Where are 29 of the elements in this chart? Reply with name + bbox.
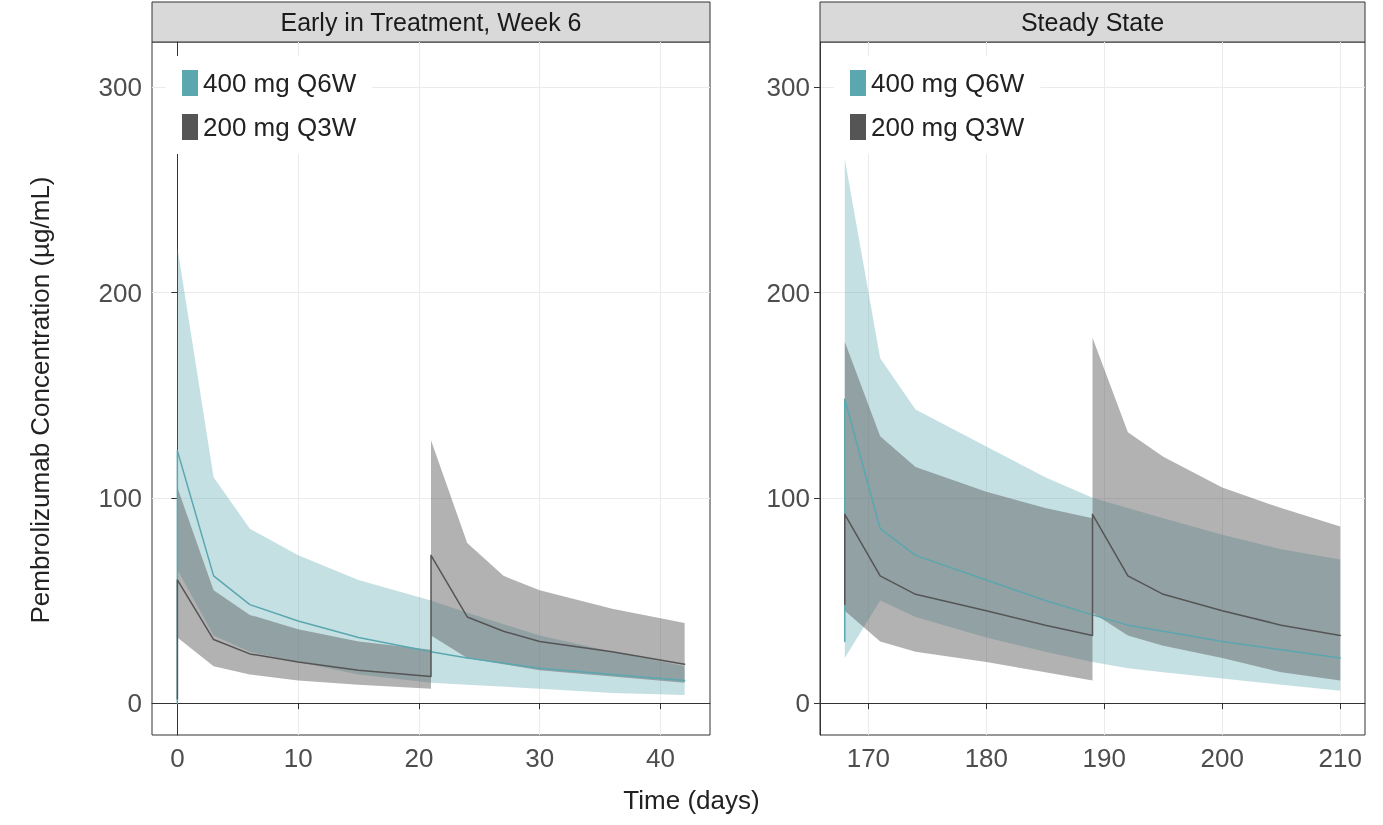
x-tick-label: 200 (1200, 743, 1244, 773)
y-tick-label: 100 (766, 482, 810, 513)
line-series (176, 554, 686, 700)
legend-label: 400 mg Q6W (203, 68, 357, 98)
chart-title: Steady State (1020, 8, 1165, 36)
x-tick-label: 210 (1318, 743, 1362, 773)
y-tick-label: 200 (766, 277, 810, 308)
x-tick-label: 10 (283, 743, 313, 773)
line-series (844, 398, 1341, 659)
y-tick-label: 0 (127, 688, 142, 719)
y-tick-label: 300 (98, 72, 142, 103)
legend-label: 200 mg Q3W (871, 112, 1025, 142)
x-tick-label: 170 (846, 743, 891, 773)
x-tick-label: 40 (646, 743, 675, 773)
x-tick-label: 0 (170, 743, 185, 773)
y-tick-label: 0 (795, 688, 810, 719)
y-tick-label: 200 (98, 277, 142, 308)
x-tick-label: 20 (404, 743, 434, 773)
legend-label: 400 mg Q6W (871, 68, 1025, 98)
x-axis-title: Time (days) (622, 785, 761, 816)
x-tick-label: 190 (1082, 743, 1126, 773)
y-axis-title: Pembrolizumab Concentration (µg/mL) (24, 176, 56, 624)
x-tick-label: 180 (964, 743, 1009, 773)
chart-title: Early in Treatment, Week 6 (280, 8, 582, 36)
line-series (844, 513, 1341, 637)
x-tick-label: 30 (525, 743, 555, 773)
legend-label: 200 mg Q3W (203, 112, 357, 142)
y-tick-label: 100 (98, 482, 142, 513)
y-tick-label: 300 (766, 72, 810, 103)
